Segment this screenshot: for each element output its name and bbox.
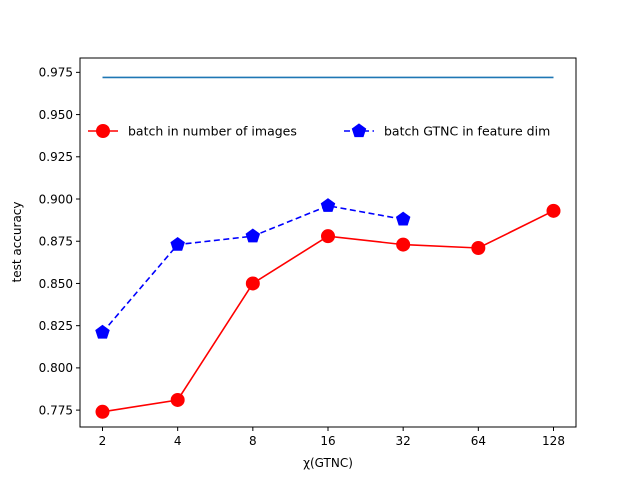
x-tick-label: 128 bbox=[542, 434, 565, 448]
y-tick-label: 0.825 bbox=[39, 319, 73, 333]
y-tick-label: 0.900 bbox=[39, 192, 73, 206]
y-axis: 0.775 0.800 0.825 0.850 0.875 0.900 0.925 0.950… bbox=[39, 66, 80, 417]
x-tick-label: 16 bbox=[320, 434, 335, 448]
data-point bbox=[245, 228, 261, 243]
y-axis-label: test accuracy bbox=[10, 202, 24, 283]
data-point bbox=[245, 276, 260, 291]
data-point bbox=[471, 240, 486, 255]
data-point bbox=[396, 237, 411, 252]
y-tick-label: 0.975 bbox=[39, 66, 73, 80]
legend: batch in number of images batch GTNC in f… bbox=[88, 123, 550, 139]
data-point bbox=[320, 198, 336, 212]
data-point bbox=[170, 236, 185, 251]
series-1 bbox=[95, 198, 411, 339]
data-point bbox=[395, 211, 411, 226]
y-tick-label: 0.925 bbox=[39, 150, 73, 164]
y-tick-label: 0.850 bbox=[39, 277, 73, 291]
data-point bbox=[95, 404, 110, 419]
legend-label: batch GTNC in feature dim bbox=[384, 124, 550, 139]
legend-marker bbox=[96, 124, 110, 138]
x-tick-label: 2 bbox=[99, 434, 107, 448]
data-point bbox=[546, 203, 561, 218]
legend-label: batch in number of images bbox=[128, 124, 297, 139]
legend-entry: batch GTNC in feature dim bbox=[344, 123, 550, 139]
x-tick-label: 8 bbox=[249, 434, 257, 448]
series-0 bbox=[95, 203, 561, 419]
data-point bbox=[321, 229, 335, 244]
legend-marker bbox=[351, 123, 367, 138]
series-layer bbox=[95, 76, 561, 419]
x-axis: 2 4 8 16 32 64 128 bbox=[99, 427, 565, 448]
x-tick-label: 4 bbox=[174, 434, 182, 448]
x-tick-label: 64 bbox=[471, 434, 486, 448]
data-point bbox=[95, 324, 110, 339]
legend-entry: batch in number of images bbox=[88, 124, 297, 139]
y-tick-label: 0.800 bbox=[39, 361, 73, 375]
x-axis-label: χ(GTNC) bbox=[303, 456, 353, 470]
data-point bbox=[170, 392, 185, 407]
y-tick-label: 0.875 bbox=[39, 235, 73, 249]
y-tick-label: 0.950 bbox=[39, 108, 73, 122]
y-tick-label: 0.775 bbox=[39, 403, 73, 417]
x-tick-label: 32 bbox=[396, 434, 411, 448]
